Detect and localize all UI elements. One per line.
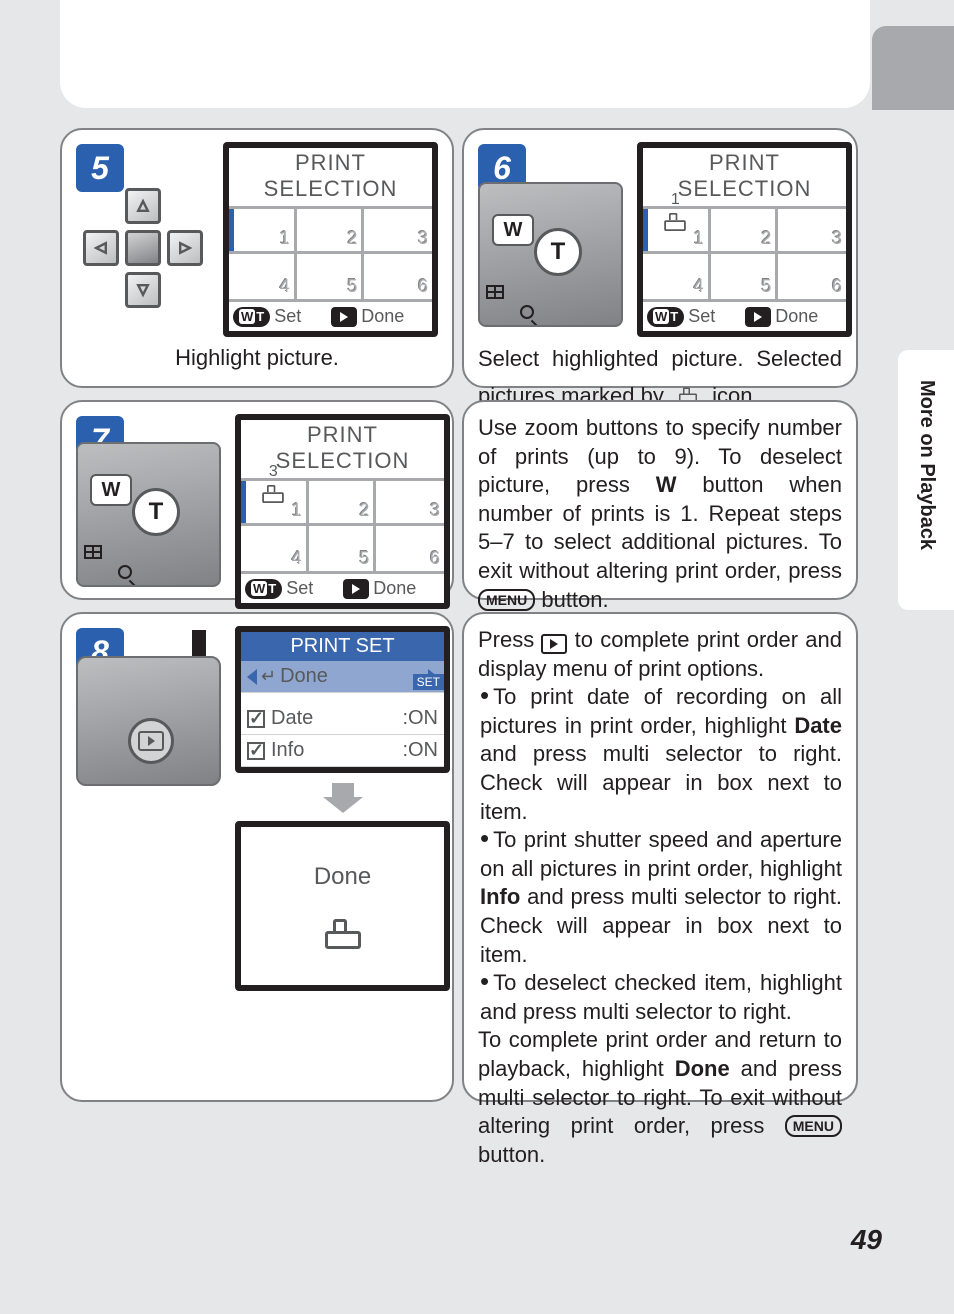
thumbnail-grid: 1 2 3 4 5 6: [229, 206, 432, 299]
printer-icon: [263, 485, 285, 503]
header-blank-area: [60, 0, 870, 108]
up-arrow-icon: [125, 188, 161, 224]
lcd-title: PRINT SELECTION: [229, 148, 432, 206]
bullet-deselect: To deselect checked item, highlight and …: [480, 969, 842, 1026]
left-arrow-icon: [83, 230, 119, 266]
wt-icon: WT: [233, 307, 270, 327]
step-5-badge: 5: [76, 144, 124, 192]
zoom-t-button-icon: T: [132, 488, 180, 536]
done-screen: Done: [235, 821, 450, 991]
zoom-t-button-icon: T: [534, 228, 582, 276]
menu-title: PRINT SET: [241, 632, 444, 661]
step-6-card: 6 W T PRINT SELECTION 1 1 2 3 4: [462, 128, 858, 388]
menu-button-icon: MENU: [478, 589, 535, 611]
menu-row-info: Info :ON: [241, 735, 444, 767]
magnify-icon: [520, 305, 534, 319]
play-button-icon: [541, 634, 567, 654]
lcd-screen-5: PRINT SELECTION 1 2 3 4 5 6 WTSet Done: [223, 142, 438, 337]
thumbnail-icon: [84, 545, 102, 559]
done-label: Done: [314, 863, 371, 891]
flow-arrow-icon: [323, 783, 363, 811]
step-8-card: 8 PRINT SET ↵ Done SET Date: [60, 612, 454, 1102]
wt-icon: WT: [647, 307, 684, 327]
left-arrow-icon: [247, 669, 257, 685]
printer-icon: [665, 213, 687, 231]
zoom-w-button-icon: W: [492, 214, 534, 246]
print-set-menu: PRINT SET ↵ Done SET Date :ON Info: [235, 626, 450, 773]
step-8-instructions: Press to complete print order and displa…: [478, 626, 842, 1169]
bullet-info: To print shutter speed and aperture on a…: [480, 826, 842, 969]
printer-icon: [325, 919, 361, 949]
zoom-w-button-icon: W: [90, 474, 132, 506]
step-5-card: 5 PRINT SELECTION 1 2 3 4 5 6: [60, 128, 454, 388]
step-8-text-card: Press to complete print order and displa…: [462, 612, 858, 1102]
lcd-screen-6: PRINT SELECTION 1 1 2 3 4 5 6 WTSet Done: [637, 142, 852, 337]
playback-icon: [343, 579, 369, 599]
page-number: 49: [851, 1224, 882, 1256]
camera-back-graphic: [76, 626, 221, 786]
step-5-caption: Highlight picture.: [76, 345, 438, 371]
playback-icon: [331, 307, 357, 327]
step-7-text-card: Use zoom buttons to specify number of pr…: [462, 400, 858, 600]
menu-button-icon: MENU: [785, 1115, 842, 1137]
playback-icon: [745, 307, 771, 327]
wt-icon: WT: [245, 579, 282, 599]
right-arrow-icon: [167, 230, 203, 266]
lcd-screen-7: PRINT SELECTION 3 1 2 3 4 5 6 WTSet Done: [235, 414, 450, 609]
step-7-card: 7 W T PRINT SELECTION 3 1 2 3 4: [60, 400, 454, 600]
top-right-tab: [872, 26, 954, 110]
center-button-icon: [125, 230, 161, 266]
playback-button-icon: [128, 718, 174, 764]
checkbox-checked-icon: [247, 742, 265, 760]
checkbox-checked-icon: [247, 710, 265, 728]
menu-row-date: Date :ON: [241, 703, 444, 735]
down-arrow-icon: [125, 272, 161, 308]
magnify-icon: [118, 565, 132, 579]
step-7-instructions: Use zoom buttons to specify number of pr…: [478, 414, 842, 614]
closing-text: To complete print order and return to pl…: [478, 1027, 842, 1166]
section-tab-label: More on Playback: [915, 380, 938, 550]
thumbnail-icon: [486, 285, 504, 299]
bullet-date: To print date of recording on all pictur…: [480, 683, 842, 826]
set-badge: SET: [413, 674, 444, 690]
